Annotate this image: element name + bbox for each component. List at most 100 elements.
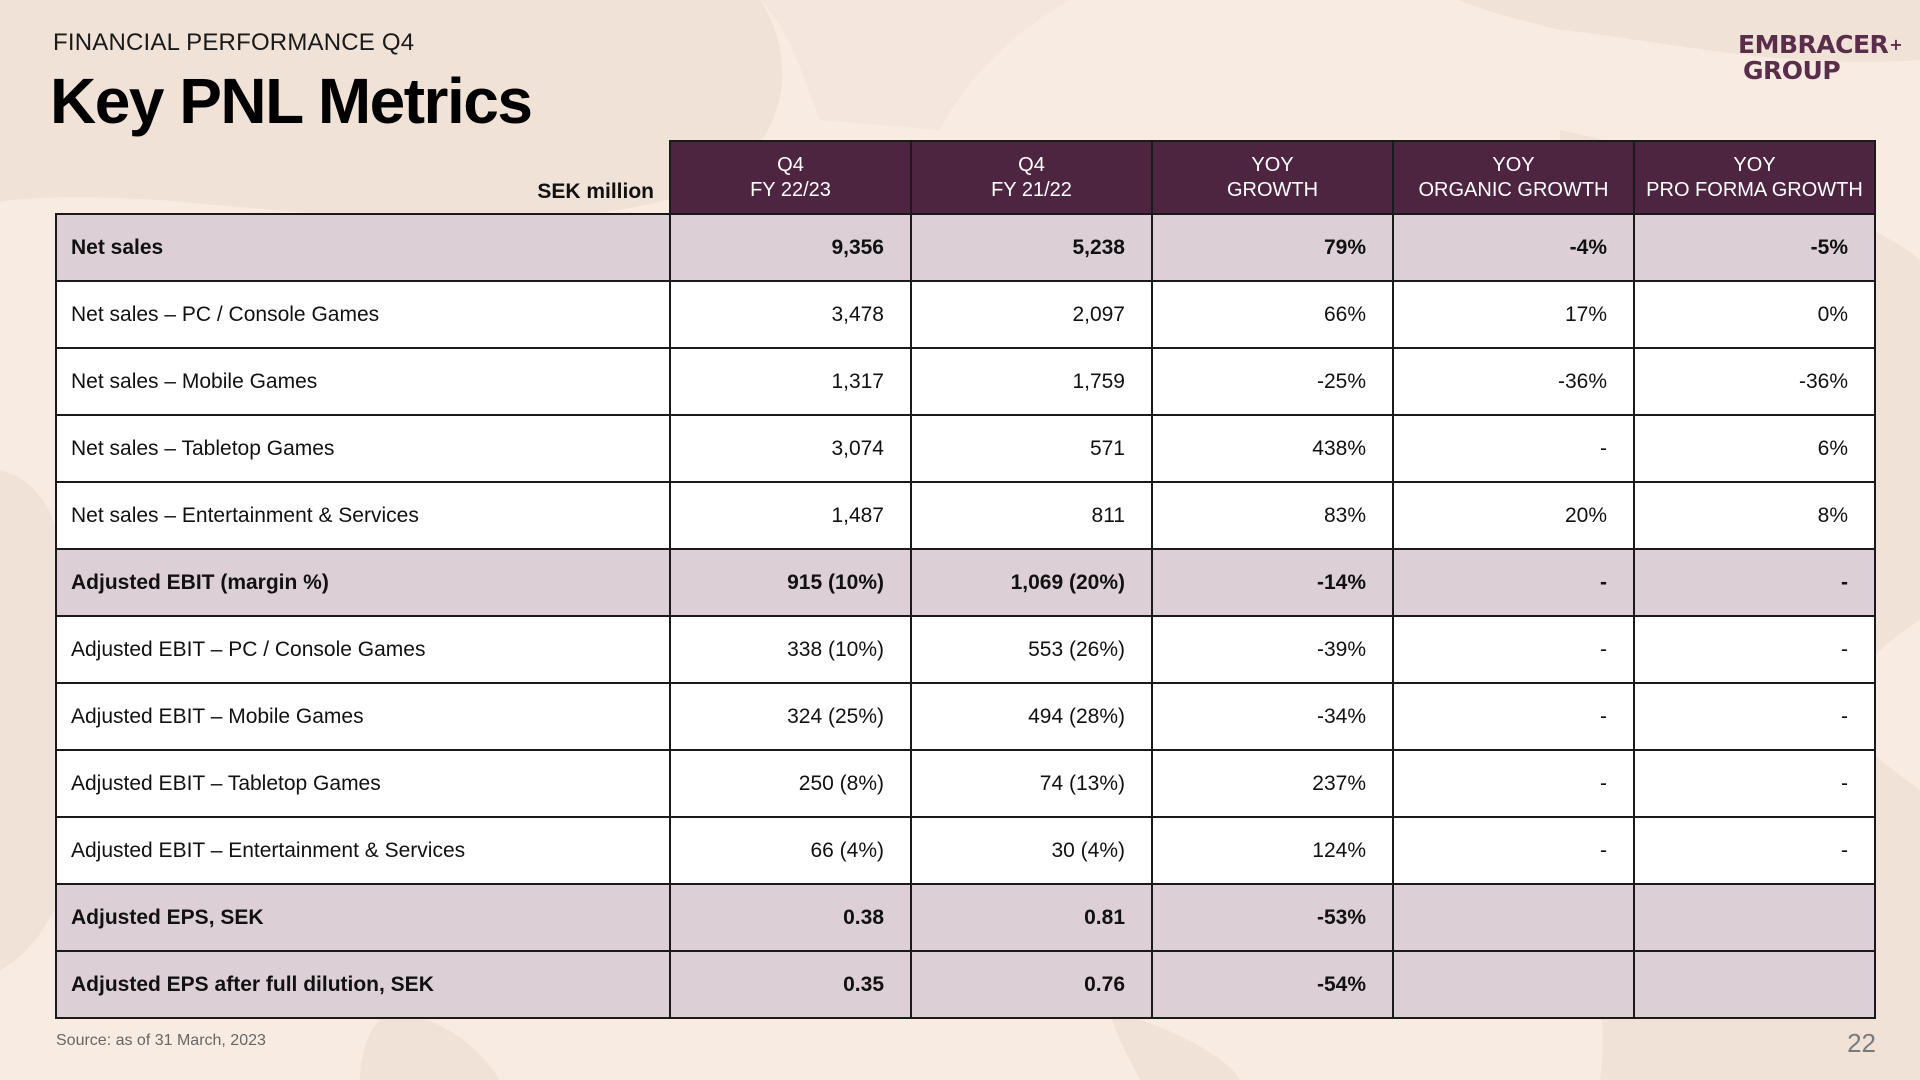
table-row: Adjusted EBIT – Entertainment & Services…: [55, 816, 1876, 885]
column-header-q4-fy2223: Q4 FY 22/23: [669, 140, 912, 214]
table-cell: 5,238: [910, 213, 1153, 282]
table-cell: 1,487: [669, 481, 912, 550]
table-cell: -: [1392, 615, 1635, 684]
table-cell: 811: [910, 481, 1153, 550]
column-header-yoy-organic-growth: YOY ORGANIC GROWTH: [1392, 140, 1635, 214]
table-cell: 3,478: [669, 280, 912, 349]
table-row: Adjusted EPS, SEK 0.38 0.81 -53%: [55, 883, 1876, 952]
table-cell: 17%: [1392, 280, 1635, 349]
table-row: Adjusted EBIT – Mobile Games 324 (25%) 494…: [55, 682, 1876, 751]
table-body: Net sales 9,356 5,238 79% -4% -5% Net sales – …: [55, 213, 1876, 1019]
table-cell: -: [1633, 816, 1876, 885]
table-cell: 0.35: [669, 950, 912, 1019]
table-cell: 83%: [1151, 481, 1394, 550]
table-row: Adjusted EBIT – Tabletop Games 250 (8%) 74…: [55, 749, 1876, 818]
row-label: Adjusted EPS after full dilution, SEK: [55, 950, 671, 1019]
table-cell: 571: [910, 414, 1153, 483]
table-header-row: Q4 FY 22/23 Q4 FY 21/22 YOY GROWTH YOY ORGAN…: [56, 140, 1876, 214]
logo-line-2: GROUP: [1743, 56, 1841, 85]
table-cell: -25%: [1151, 347, 1394, 416]
source-note: Source: as of 31 March, 2023: [56, 1032, 266, 1049]
table-row: Net sales – PC / Console Games 3,478 2,097…: [55, 280, 1876, 349]
table-cell: -5%: [1633, 213, 1876, 282]
table-cell: 915 (10%): [669, 548, 912, 617]
row-label: Net sales – Entertainment & Services: [55, 481, 671, 550]
page-title: Key PNL Metrics: [50, 65, 533, 137]
row-label: Adjusted EBIT – Tabletop Games: [55, 749, 671, 818]
table-row: Adjusted EBIT (margin %) 915 (10%) 1,069 (…: [55, 548, 1876, 617]
row-label: Net sales: [55, 213, 671, 282]
table-cell: 0.38: [669, 883, 912, 952]
table-cell: 237%: [1151, 749, 1394, 818]
table-cell: [1633, 883, 1876, 952]
row-label: Adjusted EBIT – PC / Console Games: [55, 615, 671, 684]
table-cell: -: [1392, 816, 1635, 885]
table-cell: 3,074: [669, 414, 912, 483]
table-cell: 0%: [1633, 280, 1876, 349]
table-row: Net sales 9,356 5,238 79% -4% -5%: [55, 213, 1876, 282]
column-header-yoy-growth: YOY GROWTH: [1151, 140, 1394, 214]
table-cell: 324 (25%): [669, 682, 912, 751]
table-cell: 124%: [1151, 816, 1394, 885]
table-cell: -: [1392, 548, 1635, 617]
table-cell: -36%: [1392, 347, 1635, 416]
table-cell: -36%: [1633, 347, 1876, 416]
table-cell: -: [1633, 615, 1876, 684]
table-row: Adjusted EPS after full dilution, SEK 0.3…: [55, 950, 1876, 1019]
page-number: 22: [1847, 1028, 1876, 1058]
table-cell: -14%: [1151, 548, 1394, 617]
table-cell: -: [1392, 682, 1635, 751]
table-cell: 2,097: [910, 280, 1153, 349]
table-cell: -: [1633, 548, 1876, 617]
row-label: Net sales – PC / Console Games: [55, 280, 671, 349]
row-label: Net sales – Mobile Games: [55, 347, 671, 416]
row-label: Net sales – Tabletop Games: [55, 414, 671, 483]
table-cell: 553 (26%): [910, 615, 1153, 684]
table-cell: 74 (13%): [910, 749, 1153, 818]
table-cell: 250 (8%): [669, 749, 912, 818]
table-cell: 1,069 (20%): [910, 548, 1153, 617]
table-cell: 0.76: [910, 950, 1153, 1019]
table-cell: 8%: [1633, 481, 1876, 550]
column-header-q4-fy2122: Q4 FY 21/22: [910, 140, 1153, 214]
table-cell: [1392, 883, 1635, 952]
table-row: Net sales – Entertainment & Services 1,48…: [55, 481, 1876, 550]
table-cell: -: [1633, 682, 1876, 751]
table-cell: 0.81: [910, 883, 1153, 952]
table-cell: -4%: [1392, 213, 1635, 282]
column-header-yoy-pro-forma-growth: YOY PRO FORMA GROWTH: [1633, 140, 1876, 214]
table-cell: -: [1392, 414, 1635, 483]
table-cell: 20%: [1392, 481, 1635, 550]
row-label: Adjusted EBIT – Entertainment & Services: [55, 816, 671, 885]
table-cell: 438%: [1151, 414, 1394, 483]
table-cell: -34%: [1151, 682, 1394, 751]
table-cell: 1,317: [669, 347, 912, 416]
table-cell: 30 (4%): [910, 816, 1153, 885]
table-row: Net sales – Tabletop Games 3,074 571 438% -6…: [55, 414, 1876, 483]
table-corner: [56, 141, 670, 214]
table-cell: 6%: [1633, 414, 1876, 483]
logo-line-1: EMBRACER+: [1738, 30, 1903, 59]
table-cell: 338 (10%): [669, 615, 912, 684]
table-cell: -: [1633, 749, 1876, 818]
table-cell: -39%: [1151, 615, 1394, 684]
embracer-group-logo: EMBRACER+ GROUP: [1738, 30, 1903, 85]
table-cell: 9,356: [669, 213, 912, 282]
table-cell: -53%: [1151, 883, 1394, 952]
table-cell: 66 (4%): [669, 816, 912, 885]
table-cell: 1,759: [910, 347, 1153, 416]
table-cell: 494 (28%): [910, 682, 1153, 751]
table-cell: 79%: [1151, 213, 1394, 282]
pnl-metrics-table: Q4 FY 22/23 Q4 FY 21/22 YOY GROWTH YOY ORGAN…: [55, 140, 1876, 1019]
table-cell: -54%: [1151, 950, 1394, 1019]
row-label: Adjusted EPS, SEK: [55, 883, 671, 952]
table-row: Net sales – Mobile Games 1,317 1,759 -25% -3…: [55, 347, 1876, 416]
table-cell: 66%: [1151, 280, 1394, 349]
unit-label: SEK million: [537, 180, 654, 203]
table-cell: [1633, 950, 1876, 1019]
table-cell: -: [1392, 749, 1635, 818]
table-row: Adjusted EBIT – PC / Console Games 338 (1…: [55, 615, 1876, 684]
table-cell: [1392, 950, 1635, 1019]
row-label: Adjusted EBIT – Mobile Games: [55, 682, 671, 751]
section-kicker: FINANCIAL PERFORMANCE Q4: [53, 29, 415, 56]
